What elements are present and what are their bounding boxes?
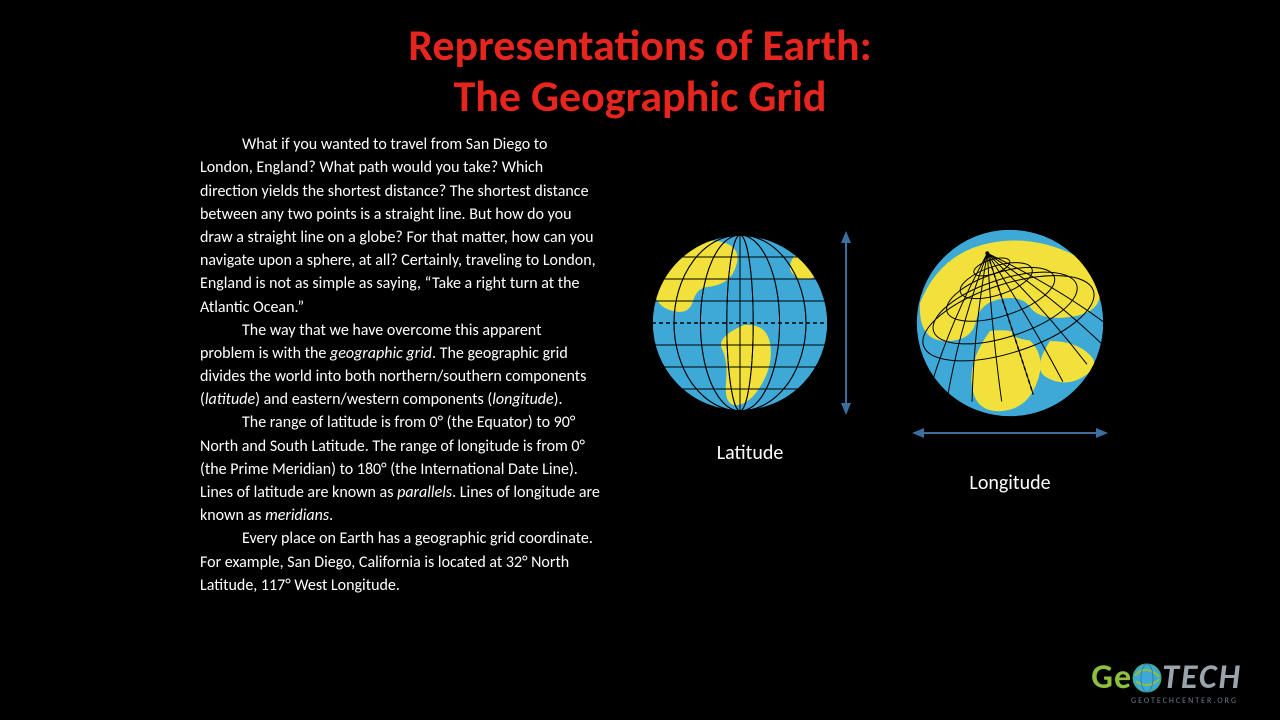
geotech-logo: Ge TECH (1091, 657, 1242, 698)
content-region: What if you wanted to travel from San Di… (0, 121, 1280, 597)
para-4: Every place on Earth has a geographic gr… (200, 527, 600, 597)
para-1: What if you wanted to travel from San Di… (200, 133, 600, 319)
latitude-label: Latitude (640, 441, 860, 465)
logo-globe-icon (1130, 661, 1164, 695)
logo-geo-text: Ge (1091, 657, 1132, 698)
para-3: The range of latitude is from 0° (the Eq… (200, 411, 600, 527)
slide-title: Representations of Earth: The Geographic… (0, 0, 1280, 121)
longitude-globe-block: Longitude (900, 213, 1120, 597)
para-2: The way that we have overcome this appar… (200, 319, 600, 412)
longitude-label: Longitude (900, 471, 1120, 495)
latitude-globe-icon (640, 213, 860, 433)
longitude-globe-icon (900, 213, 1120, 463)
latitude-globe-block: Latitude (640, 213, 860, 597)
logo-subtext: GEOTECHCENTER.ORG (1131, 696, 1238, 706)
body-text: What if you wanted to travel from San Di… (200, 133, 600, 597)
title-line-2: The Geographic Grid (453, 69, 826, 123)
title-line-1: Representations of Earth: (408, 18, 872, 72)
logo-tech-text: TECH (1162, 657, 1242, 698)
globe-diagrams: Latitude Longitude (620, 133, 1120, 597)
